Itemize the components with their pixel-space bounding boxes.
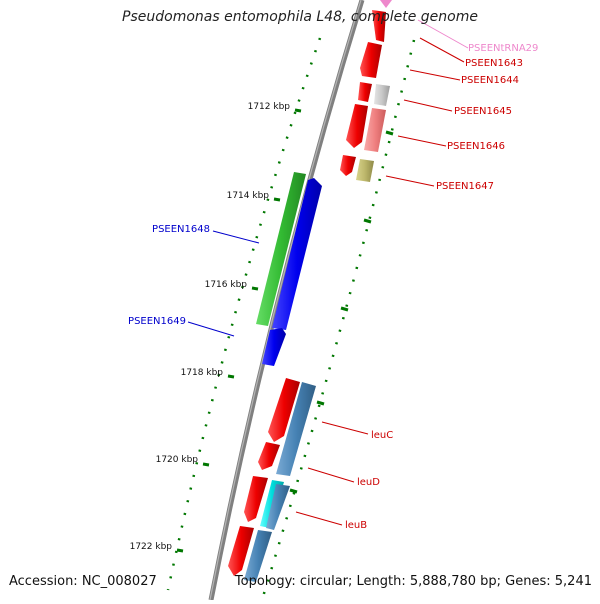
gene-feature[interactable] (374, 84, 390, 106)
gene-feature[interactable] (266, 484, 290, 530)
gene-label-pseen1643[interactable]: PSEEN1643 (465, 58, 523, 69)
accession-label: Accession: NC_008027 (9, 574, 157, 589)
gene-label-pseen1646[interactable]: PSEEN1646 (447, 141, 505, 152)
inner-tick-ring (166, 37, 322, 591)
gene-feature[interactable] (244, 476, 268, 522)
gene-label-pseen1648[interactable]: PSEEN1648 (152, 224, 210, 235)
gene-label-pseen1645[interactable]: PSEEN1645 (454, 106, 512, 117)
topology-label: Topology: circular; Length: 5,888,780 bp… (234, 574, 592, 589)
gene-feature[interactable] (356, 159, 374, 182)
gene-labels: PSEENtRNA29 PSEEN1643 PSEEN1644 PSEEN164… (128, 43, 538, 531)
backbone-highlight (209, 0, 362, 601)
kbp-label: 1720 kbp (156, 455, 199, 465)
gene-feature[interactable] (364, 108, 386, 152)
map-title: Pseudomonas entomophila L48, complete ge… (122, 9, 478, 25)
gene-label-leud[interactable]: leuD (357, 477, 380, 488)
gene-feature[interactable] (360, 42, 382, 78)
kbp-label: 1712 kbp (248, 102, 291, 112)
gene-feature[interactable] (276, 382, 316, 476)
kbp-labels: 1712 kbp 1714 kbp 1716 kbp 1718 kbp 1720… (130, 102, 291, 552)
gene-feature[interactable] (380, 0, 392, 8)
gene-feature[interactable] (268, 378, 300, 442)
gene-feature[interactable] (346, 104, 368, 148)
label-leader-lines (187, 19, 469, 526)
gene-label-pseen1647[interactable]: PSEEN1647 (436, 181, 494, 192)
gene-feature[interactable] (372, 10, 386, 42)
kbp-label: 1716 kbp (205, 280, 248, 290)
kbp-label: 1718 kbp (181, 368, 224, 378)
gene-label-leub[interactable]: leuB (345, 520, 367, 531)
gene-feature[interactable] (244, 530, 272, 582)
outer-major-ticks (289, 130, 394, 494)
gene-feature[interactable] (228, 526, 254, 576)
gene-label-pseen1649[interactable]: PSEEN1649 (128, 316, 186, 327)
gene-feature[interactable] (340, 155, 356, 176)
kbp-major-ticks (176, 108, 302, 553)
gene-label-pseentrna29[interactable]: PSEENtRNA29 (468, 43, 538, 54)
gene-feature[interactable] (262, 328, 286, 366)
gene-label-pseen1644[interactable]: PSEEN1644 (461, 75, 519, 86)
gene-label-leuc[interactable]: leuC (371, 430, 393, 441)
gene-feature[interactable] (258, 442, 280, 470)
gene-feature[interactable] (358, 82, 372, 102)
kbp-label: 1722 kbp (130, 542, 173, 552)
gene-feature[interactable] (256, 172, 306, 326)
backbone-line (208, 0, 365, 601)
gene-feature[interactable] (272, 178, 322, 330)
outer-strand-genes (228, 0, 392, 582)
kbp-label: 1714 kbp (227, 191, 270, 201)
